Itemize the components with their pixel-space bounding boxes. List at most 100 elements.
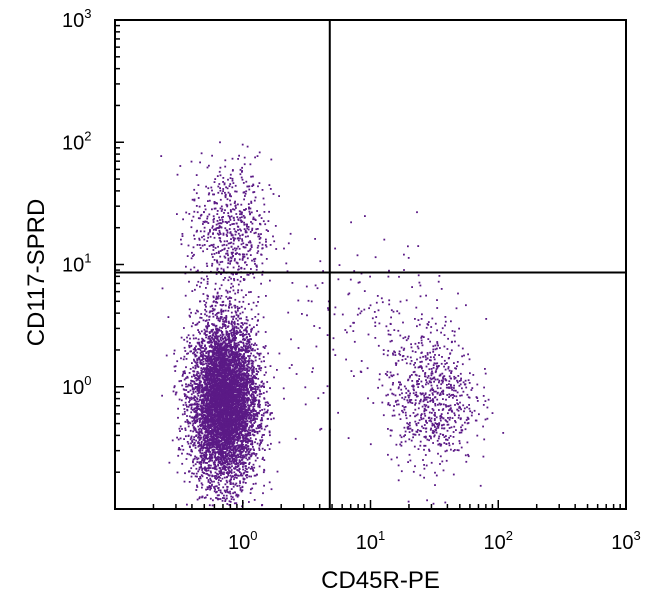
- data-point: [234, 426, 237, 429]
- data-point: [222, 340, 225, 343]
- data-point: [239, 424, 242, 426]
- data-point: [226, 370, 229, 372]
- data-point: [219, 423, 221, 426]
- data-point: [258, 427, 260, 429]
- data-point: [188, 344, 190, 347]
- data-point: [196, 358, 199, 361]
- data-point: [238, 381, 241, 384]
- data-point: [243, 471, 246, 474]
- data-point: [197, 400, 200, 403]
- data-point: [255, 344, 258, 346]
- data-point: [219, 381, 221, 383]
- data-point: [249, 384, 252, 387]
- data-point: [246, 394, 248, 397]
- data-point: [224, 459, 226, 462]
- data-point: [221, 366, 223, 369]
- data-point: [250, 330, 252, 333]
- data-point: [197, 394, 200, 397]
- data-point: [247, 466, 250, 469]
- data-point: [217, 446, 220, 449]
- data-point: [233, 326, 236, 328]
- data-point: [229, 446, 232, 449]
- data-point: [197, 310, 199, 313]
- data-point: [237, 388, 240, 391]
- data-point: [207, 449, 209, 452]
- data-point: [190, 436, 193, 439]
- data-point: [235, 385, 238, 388]
- data-point: [212, 414, 215, 417]
- data-point: [195, 400, 198, 403]
- data-point: [200, 466, 203, 469]
- data-point: [184, 472, 186, 475]
- data-point: [190, 325, 193, 328]
- data-point: [198, 434, 201, 437]
- data-point: [199, 348, 201, 351]
- data-point: [223, 419, 225, 422]
- data-point: [209, 438, 211, 440]
- data-point: [215, 360, 217, 362]
- data-point: [251, 398, 254, 401]
- data-point: [217, 443, 220, 446]
- data-point: [241, 346, 244, 349]
- data-point: [244, 429, 247, 432]
- data-point: [251, 396, 253, 399]
- data-point: [178, 398, 181, 401]
- data-point: [241, 461, 244, 464]
- data-point: [207, 481, 210, 483]
- data-point: [250, 401, 252, 403]
- data-point: [211, 307, 214, 310]
- data-point: [232, 373, 235, 376]
- data-point: [213, 375, 215, 378]
- data-point: [189, 397, 191, 400]
- data-point: [200, 452, 203, 455]
- data-point: [236, 440, 239, 442]
- data-point: [258, 367, 261, 369]
- data-point: [205, 488, 207, 491]
- data-point: [255, 399, 258, 402]
- data-point: [248, 324, 251, 327]
- data-point: [228, 300, 231, 303]
- data-point: [231, 368, 234, 371]
- data-point: [213, 335, 216, 338]
- data-point: [252, 394, 255, 397]
- data-point: [192, 458, 195, 461]
- data-point: [200, 432, 203, 434]
- data-point: [216, 448, 218, 450]
- data-point: [219, 399, 222, 402]
- data-point: [216, 494, 219, 497]
- data-point: [247, 397, 250, 399]
- data-point: [181, 428, 183, 430]
- data-point: [242, 361, 245, 364]
- data-point: [235, 482, 238, 485]
- data-point: [221, 374, 224, 377]
- data-point: [255, 386, 257, 388]
- data-point: [252, 414, 255, 416]
- data-point: [217, 487, 219, 489]
- data-point: [221, 477, 224, 480]
- data-point: [251, 347, 254, 350]
- data-point: [228, 431, 230, 433]
- data-point: [214, 345, 217, 348]
- data-point: [270, 442, 272, 445]
- data-point: [237, 358, 239, 361]
- data-point: [192, 464, 195, 467]
- data-point: [185, 389, 188, 391]
- data-point: [214, 464, 216, 466]
- data-point: [207, 429, 209, 432]
- data-point: [210, 425, 212, 427]
- data-point: [252, 376, 254, 379]
- data-point: [246, 422, 249, 425]
- data-point: [218, 362, 221, 365]
- data-point: [206, 397, 209, 400]
- data-point: [258, 352, 261, 355]
- data-point: [198, 497, 201, 500]
- data-point: [210, 446, 212, 449]
- data-point: [205, 374, 208, 377]
- data-point: [224, 498, 227, 501]
- data-point: [199, 349, 202, 352]
- data-point: [220, 411, 223, 413]
- data-point: [264, 345, 267, 347]
- data-point: [251, 441, 254, 444]
- data-point: [205, 392, 208, 395]
- data-point: [191, 384, 194, 386]
